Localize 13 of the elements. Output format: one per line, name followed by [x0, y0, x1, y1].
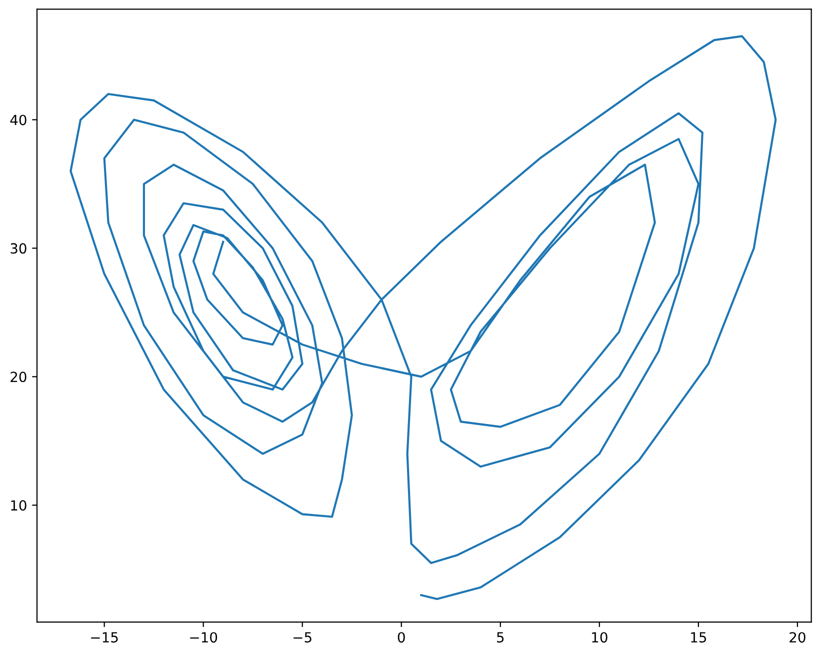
y-tick-label: 10 [11, 500, 26, 511]
x-tick-label: −5 [294, 632, 312, 643]
y-tick-label: 20 [10, 372, 26, 382]
y-tick-label: 40 [10, 114, 26, 126]
x-tick-label: 15 [691, 632, 706, 643]
y-tick-label: 30 [10, 243, 26, 254]
x-tick-label: 20 [790, 632, 806, 643]
line-series [70, 35, 777, 600]
x-tick-label: −10 [190, 632, 218, 643]
x-tick-label: 5 [497, 632, 504, 643]
x-tick-label: 10 [592, 632, 608, 643]
x-tick-label: −15 [91, 632, 118, 643]
x-tick-label: 0 [398, 632, 405, 643]
